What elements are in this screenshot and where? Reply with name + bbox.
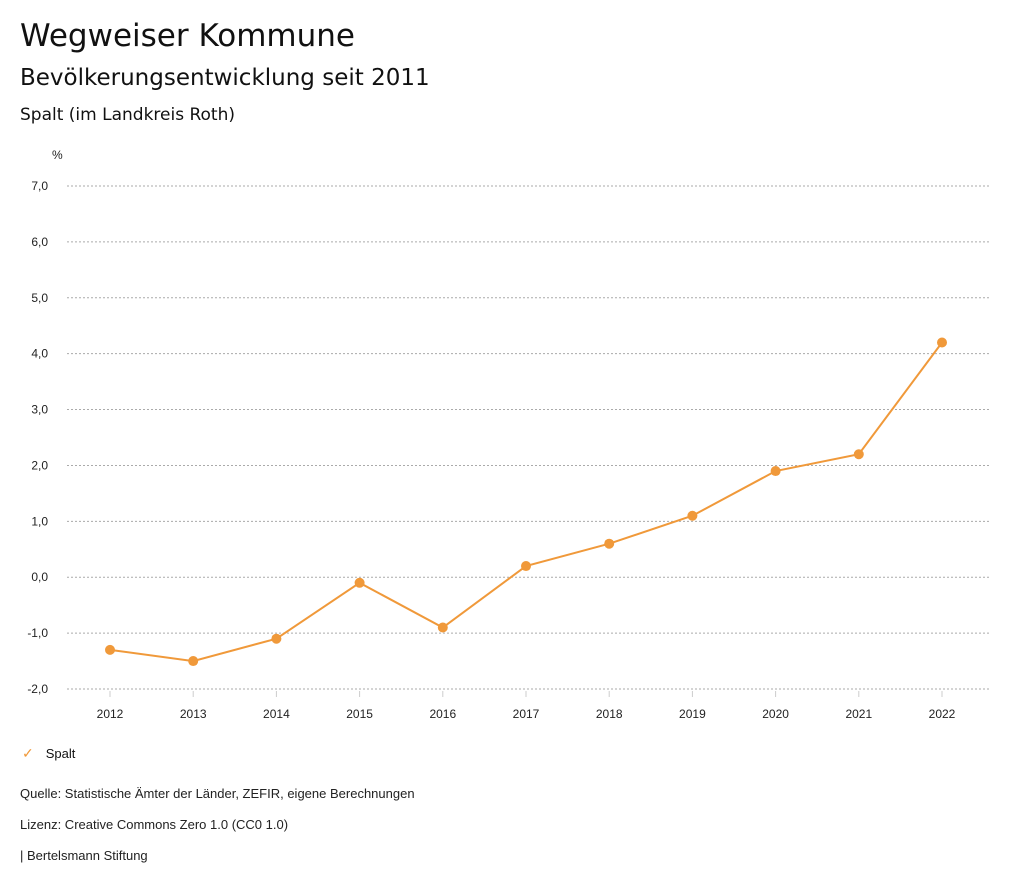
y-tick-label: 4,0 (31, 347, 48, 361)
y-tick-label: 2,0 (31, 458, 48, 472)
x-tick-label: 2016 (429, 707, 456, 721)
legend-item-spalt[interactable]: ✓ Spalt (22, 745, 75, 762)
series-line-spalt (109, 341, 943, 663)
publisher-note: | Bertelsmann Stiftung (20, 848, 148, 863)
y-tick-label: 1,0 (31, 514, 48, 528)
check-icon: ✓ (22, 745, 34, 761)
region-label: Spalt (im Landkreis Roth) (20, 105, 235, 125)
data-point-2012[interactable] (105, 644, 115, 655)
x-tick-label: 2020 (762, 707, 789, 721)
y-tick-label: -2,0 (27, 682, 48, 696)
source-note: Quelle: Statistische Ämter der Länder, Z… (20, 786, 415, 801)
y-tick-label: -1,0 (27, 626, 48, 640)
x-tick-label: 2019 (679, 707, 706, 721)
data-point-2015[interactable] (354, 577, 365, 588)
data-point-2014[interactable] (271, 633, 282, 644)
data-point-2017[interactable] (521, 561, 531, 572)
x-tick-label: 2013 (180, 707, 207, 721)
chart-subtitle: Bevölkerungsentwicklung seit 2011 (20, 65, 430, 91)
y-tick-label: 0,0 (31, 570, 48, 584)
x-tick-label: 2022 (929, 707, 956, 721)
y-tick-label: 6,0 (31, 235, 48, 249)
x-tick-label: 2014 (263, 707, 290, 721)
data-point-2019[interactable] (687, 510, 698, 521)
y-tick-label: 5,0 (31, 291, 48, 305)
x-tick-label: 2015 (346, 707, 373, 721)
data-point-2020[interactable] (770, 466, 781, 477)
page-title: Wegweiser Kommune (20, 18, 355, 54)
line-chart: % 7,0 6,0 5,0 4,0 3,0 2,0 1,0 0,0 -1,0 -2,0 2012 20… (27, 148, 990, 721)
data-point-2013[interactable] (188, 656, 199, 667)
data-point-2016[interactable] (437, 622, 448, 633)
data-point-2018[interactable] (604, 538, 615, 549)
y-tick-label: 3,0 (31, 403, 48, 417)
y-axis-unit: % (52, 148, 63, 162)
x-tick-label: 2018 (596, 707, 623, 721)
x-tick-label: 2021 (845, 707, 872, 721)
data-point-2022[interactable] (937, 337, 947, 348)
license-note: Lizenz: Creative Commons Zero 1.0 (CC0 1… (20, 817, 289, 832)
data-point-2021[interactable] (853, 449, 864, 460)
y-tick-label: 7,0 (31, 179, 48, 193)
x-tick-label: 2012 (97, 707, 124, 721)
legend-label: Spalt (45, 746, 76, 761)
x-tick-label: 2017 (513, 707, 540, 721)
